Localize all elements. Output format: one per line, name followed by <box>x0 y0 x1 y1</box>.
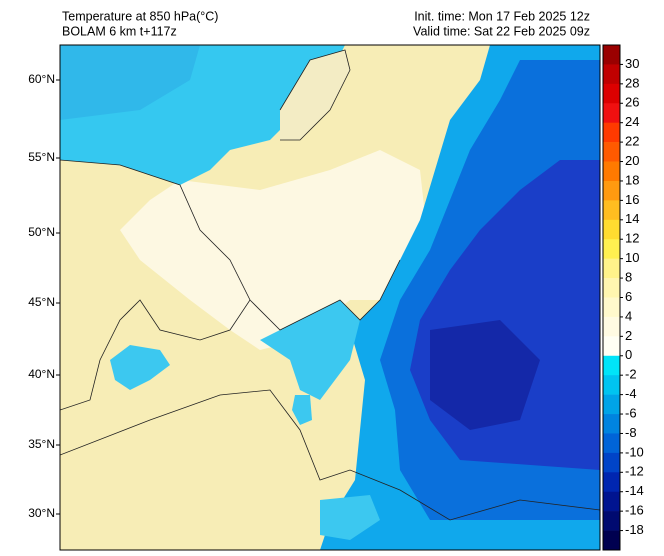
adriatic-tyrrhenian <box>260 300 360 400</box>
colorbar-band <box>603 472 620 493</box>
colorbar-band <box>603 83 620 104</box>
colorbar-label: 2 <box>625 328 632 343</box>
libya-coast-sea <box>320 495 380 540</box>
colorbar-band <box>603 375 620 395</box>
colorbar-label: -14 <box>625 483 644 498</box>
latitude-label: 50°N <box>28 225 55 239</box>
colorbar-label: 24 <box>625 114 639 129</box>
colorbar-label: 20 <box>625 153 639 168</box>
colorbar-label: 10 <box>625 250 639 265</box>
colorbar-band <box>603 64 620 85</box>
colorbar-label: 6 <box>625 289 632 304</box>
colorbar-band <box>603 511 620 531</box>
colorbar-label: -18 <box>625 522 644 537</box>
valid-time: Valid time: Sat 22 Feb 2025 09z <box>413 24 590 38</box>
colorbar-band <box>603 278 620 298</box>
colorbar-label: 26 <box>625 95 639 110</box>
colorbar-label: 16 <box>625 192 639 207</box>
colorbar-label: -10 <box>625 444 644 459</box>
colorbar-label: 12 <box>625 231 639 246</box>
colorbar-band <box>603 433 620 454</box>
colorbar-label: -16 <box>625 503 644 518</box>
latitude-label: 45°N <box>28 295 55 309</box>
colorbar-band <box>603 45 620 65</box>
map-field <box>60 45 600 550</box>
colorbar-label: 18 <box>625 172 639 187</box>
colorbar-band <box>603 239 620 259</box>
model-label: BOLAM 6 km t+117z <box>62 24 177 38</box>
colorbar-label: -2 <box>625 367 637 382</box>
colorbar-band <box>603 452 620 473</box>
colorbar-band <box>603 219 620 240</box>
colorbar-band <box>603 355 620 376</box>
latitude-label: 35°N <box>28 437 55 451</box>
atlantic-deep <box>60 45 200 120</box>
colorbar-band <box>603 103 620 123</box>
colorbar-label: 0 <box>625 347 632 362</box>
balearic-sea <box>110 345 170 390</box>
colorbar-label: 28 <box>625 75 639 90</box>
coastline <box>279 49 351 141</box>
colorbar-band <box>603 316 620 337</box>
colorbar-label: -12 <box>625 464 644 479</box>
colorbar-band <box>603 336 620 357</box>
colorbar-label: -4 <box>625 386 637 401</box>
latitude-label: 40°N <box>28 367 55 381</box>
colorbar-band <box>603 297 620 318</box>
colorbar-band <box>603 394 620 415</box>
cold-air-center <box>430 320 540 430</box>
colorbar-band <box>603 142 620 162</box>
scandinavia <box>280 50 350 140</box>
colorbar-band <box>603 530 620 551</box>
colorbar-label: 30 <box>625 56 639 71</box>
colorbar-band <box>603 414 620 434</box>
title: Temperature at 850 hPa(°C) <box>62 9 218 23</box>
map-frame <box>59 44 601 551</box>
coastline <box>60 159 251 411</box>
latitude-label: 30°N <box>28 506 55 520</box>
latitude-label: 55°N <box>28 150 55 164</box>
colorbar-label: -6 <box>625 405 637 420</box>
latitude-label: 60°N <box>28 72 55 86</box>
colorbar-label: 8 <box>625 270 632 285</box>
ionian-patch <box>292 395 312 425</box>
coastline <box>249 259 401 331</box>
colorbar-band <box>603 180 620 201</box>
land-mild <box>120 150 430 350</box>
coastline <box>60 389 600 521</box>
colorbar-band <box>603 161 620 182</box>
colorbar-label: 14 <box>625 211 639 226</box>
init-time: Init. time: Mon 17 Feb 2025 12z <box>414 9 590 23</box>
colorbar-band <box>603 122 620 143</box>
colorbar-label: 22 <box>625 134 639 149</box>
colorbar-band <box>603 258 620 279</box>
colorbar-band <box>603 200 620 221</box>
colorbar-label: -8 <box>625 425 637 440</box>
colorbar-label: 4 <box>625 308 632 323</box>
colorbar-band <box>603 491 620 512</box>
